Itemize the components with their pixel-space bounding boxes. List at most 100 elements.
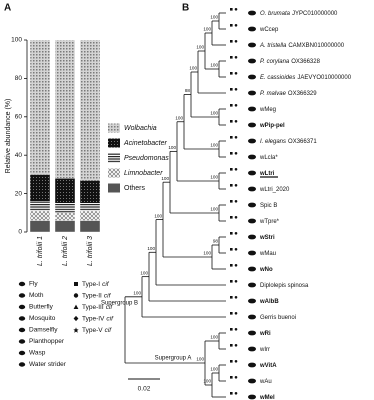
x-tick-label: L. trifolii 2 xyxy=(62,236,69,266)
host-icon xyxy=(248,186,256,192)
y-tick-label: 80 xyxy=(15,75,23,82)
host-icon xyxy=(248,122,256,128)
bootstrap-value: 100 xyxy=(168,145,176,150)
cif-type: Type-IV xyxy=(82,315,105,322)
bootstrap-value: 100 xyxy=(133,291,141,296)
host-icon xyxy=(248,26,256,32)
cif-type: Type-I xyxy=(82,281,100,288)
taxon-label: E. cassioides JAEVYO010000000 xyxy=(260,75,352,81)
bootstrap-value: 100 xyxy=(189,66,197,71)
taxon-name: Spic B xyxy=(260,203,277,209)
host-icon xyxy=(248,378,256,384)
cif-gene: cif xyxy=(102,281,110,288)
y-tick-label: 0 xyxy=(18,229,22,236)
host-icon xyxy=(18,304,26,310)
host-icon xyxy=(248,202,256,208)
bootstrap-value: 100 xyxy=(203,251,211,256)
host-icon xyxy=(248,90,256,96)
cif-marker xyxy=(230,184,233,187)
legend-swatch xyxy=(108,168,120,178)
cif-marker xyxy=(230,88,233,91)
taxon-name: Gerris buenoi xyxy=(260,315,296,321)
taxon-accession: JYPC010000000 xyxy=(292,11,338,17)
host-icon xyxy=(18,316,26,321)
cif-marker xyxy=(230,152,233,155)
cif-marker xyxy=(230,72,233,75)
host-icon xyxy=(18,281,26,287)
host-icon xyxy=(248,282,256,288)
taxon-name: wIrr xyxy=(259,347,270,353)
host-icon xyxy=(18,362,26,367)
taxon-label: wCcep xyxy=(259,27,279,33)
cif-gene: cif xyxy=(106,315,114,322)
x-tick-label: L. trifolii 1 xyxy=(37,236,44,266)
host-icon xyxy=(248,154,256,160)
panel-label: B xyxy=(182,3,189,14)
cif-marker xyxy=(234,136,238,139)
cif-marker xyxy=(234,168,238,171)
bootstrap-value: 100 xyxy=(210,15,218,20)
host-icon xyxy=(18,293,26,298)
cif-marker xyxy=(230,120,233,123)
taxon-label: wIrr xyxy=(259,347,270,353)
taxon-label: wMeg xyxy=(259,107,276,113)
cif-label: Type-II cif xyxy=(82,292,112,299)
host-icon xyxy=(18,350,26,356)
taxon-name: wLcla* xyxy=(259,155,278,161)
cif-marker xyxy=(230,264,233,267)
taxon-accession: OX366371 xyxy=(288,139,317,145)
bar-segment xyxy=(79,210,101,221)
taxon-name: Diplolepis spinosa xyxy=(260,283,309,289)
cif-marker xyxy=(234,120,238,123)
host-label: Fly xyxy=(29,281,38,288)
bar-segment xyxy=(54,220,76,233)
cif-marker xyxy=(230,344,233,347)
taxon-name: I. elegans xyxy=(260,139,286,145)
cif-icon xyxy=(73,327,79,333)
cif-marker xyxy=(230,56,233,59)
taxon-accession: JAEVYO010000000 xyxy=(297,75,351,81)
taxon-label: wAu xyxy=(259,379,272,385)
supergroup-label: Supergroup A xyxy=(155,356,192,362)
cif-marker xyxy=(230,40,233,43)
cif-gene: cif xyxy=(104,292,112,299)
taxon-label: P. malvae OX366329 xyxy=(260,91,317,97)
bootstrap-value: 100 xyxy=(175,115,183,120)
cif-marker xyxy=(234,24,238,27)
legend-label: Wolbachia xyxy=(124,125,157,132)
taxon-accession: CAMXBN010000000 xyxy=(288,43,344,49)
taxon-name: wTpre* xyxy=(259,219,280,225)
cif-marker xyxy=(234,200,238,203)
bootstrap-value: 100 xyxy=(196,357,204,362)
cif-marker xyxy=(234,392,238,395)
cif-marker xyxy=(234,184,238,187)
cif-label: Type-III cif xyxy=(82,304,113,311)
taxon-accession: OX366328 xyxy=(291,59,320,65)
cif-icon xyxy=(74,282,78,286)
host-icon xyxy=(248,298,256,304)
bar-segment xyxy=(54,212,76,221)
y-tick-label: 60 xyxy=(15,114,23,121)
cif-label: Type-IV cif xyxy=(82,315,114,322)
taxon-name: O. brumata xyxy=(260,11,291,17)
bootstrap-value: 98 xyxy=(213,239,219,244)
cif-icon xyxy=(73,293,79,298)
bootstrap-value: 100 xyxy=(196,45,204,50)
bar-segment xyxy=(29,201,51,212)
taxon-name: wLtri_2020 xyxy=(259,187,290,193)
bar-segment xyxy=(79,39,101,181)
bootstrap-value: 100 xyxy=(154,213,162,218)
bar-segment xyxy=(54,39,76,179)
cif-marker xyxy=(234,40,238,43)
taxon-name: E. cassioides xyxy=(260,75,295,81)
cif-marker xyxy=(230,280,233,283)
bootstrap-value: 100 xyxy=(210,143,218,148)
host-icon xyxy=(248,250,256,256)
x-tick-label: L. trifolii 3 xyxy=(87,236,94,266)
taxon-name: P. corylana xyxy=(260,59,290,65)
y-tick-label: 20 xyxy=(15,190,23,197)
taxon-name: wMeg xyxy=(259,107,276,113)
cif-marker xyxy=(230,392,233,395)
cif-marker xyxy=(234,232,238,235)
host-label: Moth xyxy=(29,292,44,299)
